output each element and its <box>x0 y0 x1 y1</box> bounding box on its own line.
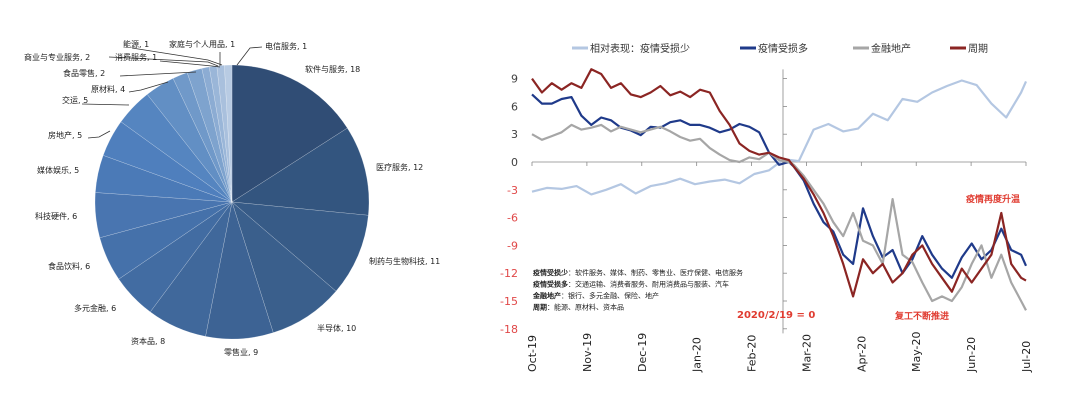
note-line: 疫情受损少：软件服务、媒体、制药、零售业、医疗保健、电信服务 <box>533 268 743 277</box>
pie-label: 科技硬件, 6 <box>35 211 77 221</box>
pie-slice <box>224 64 233 203</box>
pie-label: 媒体娱乐, 5 <box>37 165 79 175</box>
note-line: 金融地产：银行、多元金融、保险、地产 <box>532 291 659 300</box>
pie-label: 医疗服务, 12 <box>376 162 423 172</box>
pie-label: 商业与专业服务, 2 <box>24 52 90 62</box>
y-tick-label: 3 <box>511 128 518 141</box>
pie-label: 原材料, 4 <box>91 84 125 94</box>
x-tick-label: Apr-20 <box>855 336 868 372</box>
x-tick-label: Feb-20 <box>746 335 759 372</box>
series-line <box>531 93 1028 279</box>
pie-chart: 软件与服务, 18 医疗服务, 12 制药与生物科技, 11 半导体, 10 零售业, … <box>24 39 440 357</box>
pie-slices <box>94 64 370 340</box>
series-line <box>531 123 1027 311</box>
pie-leader-lines <box>81 46 263 139</box>
x-tick-label: Jul-20 <box>1020 341 1033 373</box>
legend-label: 相对表现：疫情受损少 <box>590 42 690 55</box>
chart-series <box>531 68 1028 311</box>
y-tick-label: -9 <box>507 239 518 252</box>
y-tick-label: -15 <box>500 295 518 308</box>
pie-label: 半导体, 10 <box>317 323 356 333</box>
pie-label: 零售业, 9 <box>224 347 258 357</box>
y-tick-label: -12 <box>500 267 518 280</box>
series-line <box>531 68 1027 298</box>
pie-labels: 软件与服务, 18 医疗服务, 12 制药与生物科技, 11 半导体, 10 零售业, … <box>24 39 440 357</box>
pie-label: 房地产, 5 <box>48 130 82 140</box>
annotation-epidemic-resurgence: 疫情再度升温 <box>966 193 1020 205</box>
pie-label: 食品饮料, 6 <box>48 261 90 271</box>
y-tick-label: 9 <box>511 73 518 86</box>
x-tick-label: Jun-20 <box>965 337 978 373</box>
x-tick-label: Oct-19 <box>526 335 539 372</box>
line-chart: 相对表现：疫情受损少 疫情受损多 金融地产 周期 9 6 3 0 -3 -6 -9 -12 -15 -1… <box>500 42 1033 373</box>
pie-slice <box>231 201 369 292</box>
pie-label: 多元金融, 6 <box>74 303 116 313</box>
x-tick-label: Dec-19 <box>636 333 649 372</box>
chart-notes: 疫情受损少：软件服务、媒体、制药、零售业、医疗保健、电信服务疫情受损多：交通运输… <box>532 268 743 312</box>
pie-label: 能源, 1 <box>123 39 149 49</box>
annotation-base-date: 2020/2/19 = 0 <box>737 310 815 321</box>
pie-label: 资本品, 8 <box>131 336 165 346</box>
y-tick-label: 0 <box>511 156 518 169</box>
pie-label: 制药与生物科技, 11 <box>369 256 440 266</box>
pie-label: 交运, 5 <box>62 95 88 105</box>
y-tick-label: 6 <box>511 100 518 113</box>
pie-label: 食品零售, 2 <box>63 68 105 78</box>
legend-label: 周期 <box>968 43 988 55</box>
y-tick-label: -6 <box>507 212 518 225</box>
y-tick-label: -18 <box>500 323 518 336</box>
series-line <box>531 79 1028 196</box>
x-tick-label: May-20 <box>910 331 923 372</box>
pie-label: 消费服务, 1 <box>115 52 157 62</box>
legend-label: 疫情受损多 <box>758 42 808 55</box>
pie-slice <box>231 64 348 203</box>
annotation-work-resumption: 复工不断推进 <box>894 310 949 322</box>
x-tick-label: Mar-20 <box>800 334 813 372</box>
note-line: 周期：能源、原材料、资本品 <box>533 303 624 312</box>
x-tick-label: Nov-19 <box>581 333 594 372</box>
pie-label: 软件与服务, 18 <box>305 64 360 74</box>
pie-slice <box>231 127 370 216</box>
x-tick-label: Jan-20 <box>691 337 704 373</box>
note-line: 疫情受损多：交通运输、消费者服务、耐用消费品与服装、汽车 <box>533 280 729 289</box>
pie-label: 家庭与个人用品, 1 <box>169 39 235 49</box>
legend-label: 金融地产 <box>871 42 911 55</box>
pie-label: 电信服务, 1 <box>265 41 307 51</box>
chart-legend: 相对表现：疫情受损少 疫情受损多 金融地产 周期 <box>572 42 988 55</box>
y-tick-label: -3 <box>507 184 518 197</box>
